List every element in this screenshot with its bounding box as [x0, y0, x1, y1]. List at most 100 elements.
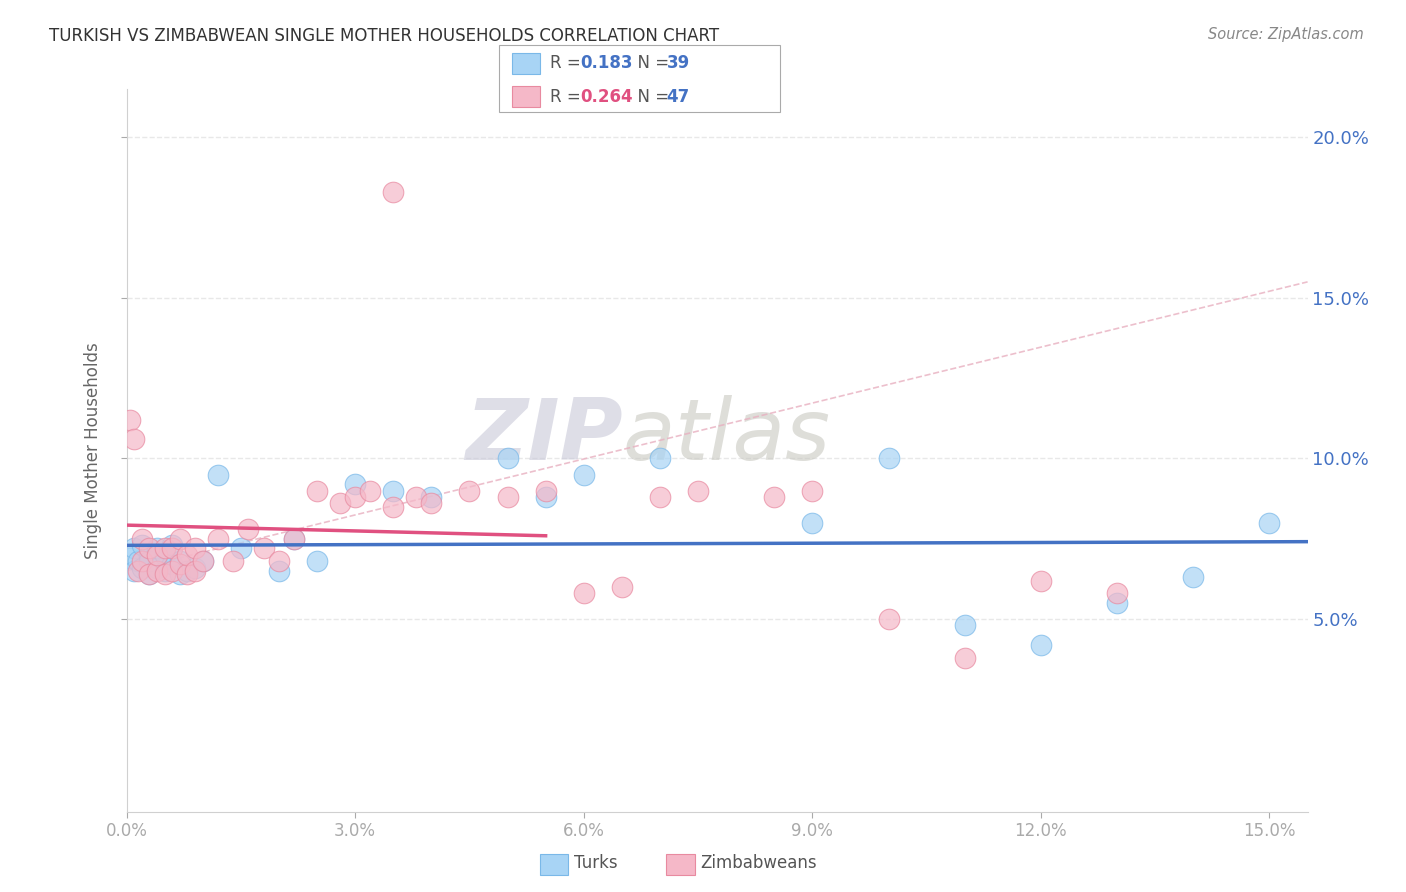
Point [162, 538, 184, 552]
Point [131, 554, 153, 568]
Point [420, 496, 443, 510]
Point [763, 490, 786, 504]
Point [283, 532, 305, 546]
Point [648, 490, 671, 504]
Text: Zimbabweans: Zimbabweans [700, 855, 817, 872]
Point [229, 541, 252, 556]
Text: TURKISH VS ZIMBABWEAN SINGLE MOTHER HOUSEHOLDS CORRELATION CHART: TURKISH VS ZIMBABWEAN SINGLE MOTHER HOUS… [49, 27, 720, 45]
Point [572, 586, 595, 600]
Y-axis label: Single Mother Households: Single Mother Households [84, 343, 103, 558]
Text: R =: R = [550, 87, 586, 106]
Point [122, 432, 145, 446]
Text: Source: ZipAtlas.com: Source: ZipAtlas.com [1208, 27, 1364, 42]
Point [169, 554, 191, 568]
Point [138, 548, 160, 562]
Point [382, 483, 405, 498]
Point [169, 567, 191, 582]
Point [184, 564, 207, 578]
Point [1258, 516, 1281, 530]
Point [359, 483, 381, 498]
Point [496, 451, 519, 466]
Point [153, 564, 176, 578]
Point [283, 532, 305, 546]
Point [127, 554, 149, 568]
Point [534, 483, 557, 498]
Point [162, 564, 184, 578]
Point [191, 554, 214, 568]
Point [534, 490, 557, 504]
Point [153, 541, 176, 556]
Point [122, 564, 145, 578]
Point [131, 560, 153, 574]
Point [953, 618, 976, 632]
Point [648, 451, 671, 466]
Text: 47: 47 [666, 87, 690, 106]
Point [120, 413, 142, 427]
Point [176, 567, 198, 582]
Point [329, 496, 352, 510]
Point [953, 650, 976, 665]
Point [153, 567, 176, 582]
Point [1107, 596, 1129, 610]
Point [222, 554, 245, 568]
Text: 0.264: 0.264 [581, 87, 633, 106]
Point [169, 558, 191, 572]
Text: atlas: atlas [623, 394, 831, 477]
Point [176, 548, 198, 562]
Point [572, 467, 595, 482]
Text: R =: R = [550, 54, 586, 72]
Point [420, 490, 443, 504]
Point [191, 554, 214, 568]
Point [1029, 638, 1052, 652]
Point [131, 532, 153, 546]
Point [146, 564, 169, 578]
Point [207, 532, 229, 546]
Point [877, 451, 900, 466]
Point [138, 567, 160, 582]
Point [267, 564, 290, 578]
Text: 0.183: 0.183 [581, 54, 633, 72]
Point [496, 490, 519, 504]
Point [122, 541, 145, 556]
Point [146, 548, 169, 562]
Point [877, 612, 900, 626]
Point [207, 467, 229, 482]
Point [120, 551, 142, 566]
Text: N =: N = [627, 87, 675, 106]
Point [405, 490, 427, 504]
Point [146, 541, 169, 556]
Point [153, 548, 176, 562]
Point [131, 538, 153, 552]
Point [344, 490, 367, 504]
Point [1182, 570, 1205, 584]
Point [1107, 586, 1129, 600]
Point [176, 564, 198, 578]
Text: N =: N = [627, 54, 675, 72]
Point [344, 477, 367, 491]
Point [267, 554, 290, 568]
Point [1029, 574, 1052, 588]
Point [305, 554, 328, 568]
Point [162, 541, 184, 556]
Point [138, 541, 160, 556]
Text: ZIP: ZIP [465, 394, 623, 477]
Point [686, 483, 709, 498]
Point [146, 560, 169, 574]
Point [238, 522, 260, 536]
Text: 39: 39 [666, 54, 690, 72]
Text: Turks: Turks [574, 855, 617, 872]
Point [184, 541, 207, 556]
Point [305, 483, 328, 498]
Point [382, 185, 405, 199]
Point [184, 560, 207, 574]
Point [169, 532, 191, 546]
Point [801, 483, 824, 498]
Point [458, 483, 481, 498]
Point [162, 558, 184, 572]
Point [382, 500, 405, 514]
Point [138, 567, 160, 582]
Point [801, 516, 824, 530]
Point [610, 580, 633, 594]
Point [138, 554, 160, 568]
Point [127, 564, 149, 578]
